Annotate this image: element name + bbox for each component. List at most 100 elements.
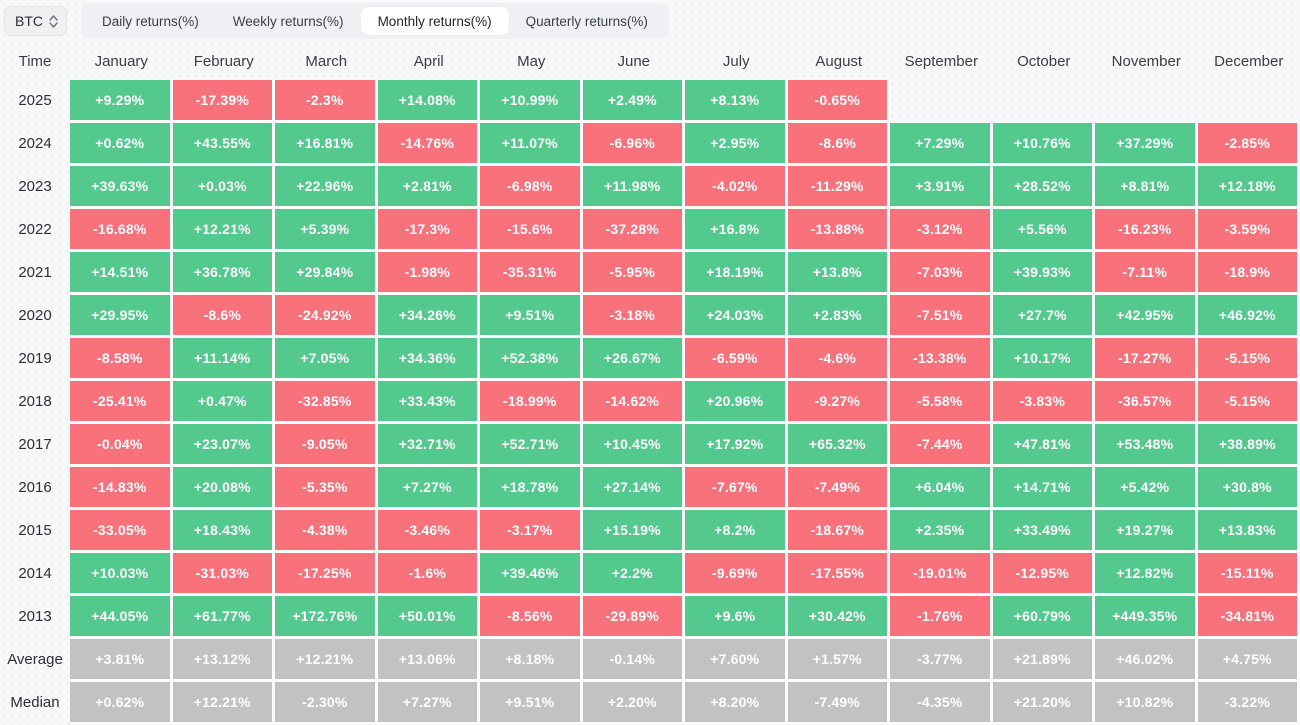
return-cell: +2.49% (582, 80, 685, 123)
return-cell: -5.95% (582, 252, 685, 295)
return-cell: +18.78% (480, 467, 583, 510)
return-cell: +13.83% (1197, 510, 1300, 553)
symbol-selector[interactable]: BTC (4, 6, 67, 36)
return-cell: +2.95% (685, 123, 788, 166)
return-cell: +20.08% (172, 467, 275, 510)
return-cell: -9.05% (275, 424, 378, 467)
return-cell (993, 80, 1096, 123)
return-cell: +11.07% (480, 123, 583, 166)
return-cell: -16.23% (1095, 209, 1198, 252)
return-cell: -0.14% (582, 639, 685, 682)
return-cell: +18.43% (172, 510, 275, 553)
return-cell: +46.92% (1197, 295, 1300, 338)
return-cell: -15.6% (480, 209, 583, 252)
return-cell: -25.41% (70, 381, 173, 424)
return-cell: -17.25% (275, 553, 378, 596)
return-cell: +33.49% (992, 510, 1095, 553)
month-column-header: November (1111, 52, 1181, 70)
tab-daily[interactable]: Daily returns(%) (102, 13, 199, 29)
return-cell: +9.51% (480, 295, 583, 338)
return-cell: -3.83% (992, 381, 1095, 424)
return-cell: +449.35% (1095, 596, 1198, 639)
return-cell: +2.81% (377, 166, 480, 209)
return-cell: +22.96% (275, 166, 378, 209)
return-cell: +52.71% (480, 424, 583, 467)
return-cell: -14.83% (70, 467, 173, 510)
return-cell (1198, 80, 1300, 123)
tab-quarterly[interactable]: Quarterly returns(%) (525, 13, 648, 29)
return-cell: +4.75% (1197, 639, 1300, 682)
return-cell: +21.89% (992, 639, 1095, 682)
month-column-header: June (617, 52, 651, 70)
return-cell: -6.98% (480, 166, 583, 209)
return-cell: +10.76% (992, 123, 1095, 166)
return-cell: -0.04% (70, 424, 173, 467)
row-label: 2022 (18, 220, 52, 238)
return-cell: -8.56% (480, 596, 583, 639)
return-cell: -0.65% (787, 80, 890, 123)
return-cell: +5.39% (275, 209, 378, 252)
table-row: 2022 -16.68% +12.21% +5.39% -17.3% -15.6% -37.… (0, 209, 1300, 252)
return-cell: +27.14% (582, 467, 685, 510)
return-cell: +10.99% (480, 80, 583, 123)
return-cell: +17.92% (685, 424, 788, 467)
table-row: 2025 +9.29% -17.39% -2.3% +14.08% +10.99% +2.4… (0, 80, 1300, 123)
return-cell: -12.95% (992, 553, 1095, 596)
table-row: 2016 -14.83% +20.08% -5.35% +7.27% +18.78% +27… (0, 467, 1300, 510)
month-column-header: May (517, 52, 546, 70)
month-column-header: July (722, 52, 750, 70)
return-cell: +8.2% (685, 510, 788, 553)
row-label: 2013 (18, 607, 52, 625)
return-cell: +36.78% (172, 252, 275, 295)
return-cell: +12.21% (172, 209, 275, 252)
return-cell: +65.32% (787, 424, 890, 467)
symbol-selector-label: BTC (15, 13, 43, 29)
return-cell: +60.79% (992, 596, 1095, 639)
month-column-header: December (1214, 52, 1284, 70)
return-cell: -6.96% (582, 123, 685, 166)
return-cell: +9.6% (685, 596, 788, 639)
return-cell: +3.91% (890, 166, 993, 209)
return-cell: +13.06% (377, 639, 480, 682)
return-cell: +39.93% (992, 252, 1095, 295)
return-cell: -2.30% (275, 682, 378, 725)
tab-weekly[interactable]: Weekly returns(%) (232, 13, 344, 29)
return-cell: +10.82% (1095, 682, 1198, 725)
return-cell: -18.99% (480, 381, 583, 424)
return-cell: +23.07% (172, 424, 275, 467)
return-cell: +15.19% (582, 510, 685, 553)
return-cell: -15.11% (1197, 553, 1300, 596)
return-cell: +12.21% (275, 639, 378, 682)
return-cell: -35.31% (480, 252, 583, 295)
return-cell: +26.67% (582, 338, 685, 381)
return-cell: -37.28% (582, 209, 685, 252)
return-cell: +12.18% (1197, 166, 1300, 209)
row-label: Median (10, 693, 60, 711)
return-cell: +0.47% (172, 381, 275, 424)
return-cell: +10.45% (582, 424, 685, 467)
return-cell: -34.81% (1197, 596, 1300, 639)
row-label: 2025 (18, 91, 52, 109)
return-cell: +0.03% (172, 166, 275, 209)
return-cell: +32.71% (377, 424, 480, 467)
row-label: 2017 (18, 435, 52, 453)
time-column-header: Time (18, 52, 52, 70)
return-cell: -18.9% (1197, 252, 1300, 295)
return-cell: -8.6% (172, 295, 275, 338)
row-label: Average (7, 650, 63, 668)
return-cell: +7.05% (275, 338, 378, 381)
return-cell: +5.42% (1095, 467, 1198, 510)
month-column-header: August (815, 52, 863, 70)
return-cell: +16.81% (275, 123, 378, 166)
return-cell: +30.42% (787, 596, 890, 639)
return-cell: -17.27% (1095, 338, 1198, 381)
return-cell: +29.95% (70, 295, 173, 338)
return-cell: +28.52% (992, 166, 1095, 209)
row-label: 2015 (18, 521, 52, 539)
tab-monthly[interactable]: Monthly returns(%) (360, 7, 509, 35)
return-cell: +13.12% (172, 639, 275, 682)
return-cell: +12.82% (1095, 553, 1198, 596)
return-cell: -7.67% (685, 467, 788, 510)
return-cell: +53.48% (1095, 424, 1198, 467)
return-cell: +14.71% (992, 467, 1095, 510)
